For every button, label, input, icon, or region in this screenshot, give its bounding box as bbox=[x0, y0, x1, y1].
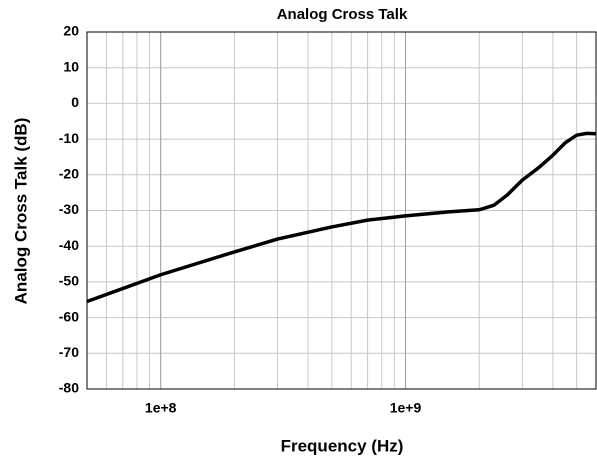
y-tick-label: 10 bbox=[63, 58, 79, 74]
plot-frame bbox=[86, 31, 597, 390]
y-tick-label: -60 bbox=[59, 308, 79, 324]
y-tick-label: -50 bbox=[59, 273, 79, 289]
y-tick-label: 20 bbox=[63, 23, 79, 39]
x-tick-label: 1e+8 bbox=[145, 400, 177, 416]
x-axis-label: Frequency (Hz) bbox=[281, 436, 404, 455]
y-tick-label: -20 bbox=[59, 166, 79, 182]
y-tick-label: 0 bbox=[71, 94, 79, 110]
y-axis-label: Analog Cross Talk (dB) bbox=[11, 118, 30, 305]
data-line bbox=[86, 131, 597, 304]
y-tick-label: -10 bbox=[59, 130, 79, 146]
y-tick-label: -70 bbox=[59, 344, 79, 360]
y-tick-label: -80 bbox=[59, 380, 79, 396]
x-tick-label: 1e+9 bbox=[390, 400, 422, 416]
chart-title: Analog Cross Talk bbox=[277, 6, 408, 23]
y-tick-label: -30 bbox=[59, 201, 79, 217]
y-tick-label: -40 bbox=[59, 237, 79, 253]
